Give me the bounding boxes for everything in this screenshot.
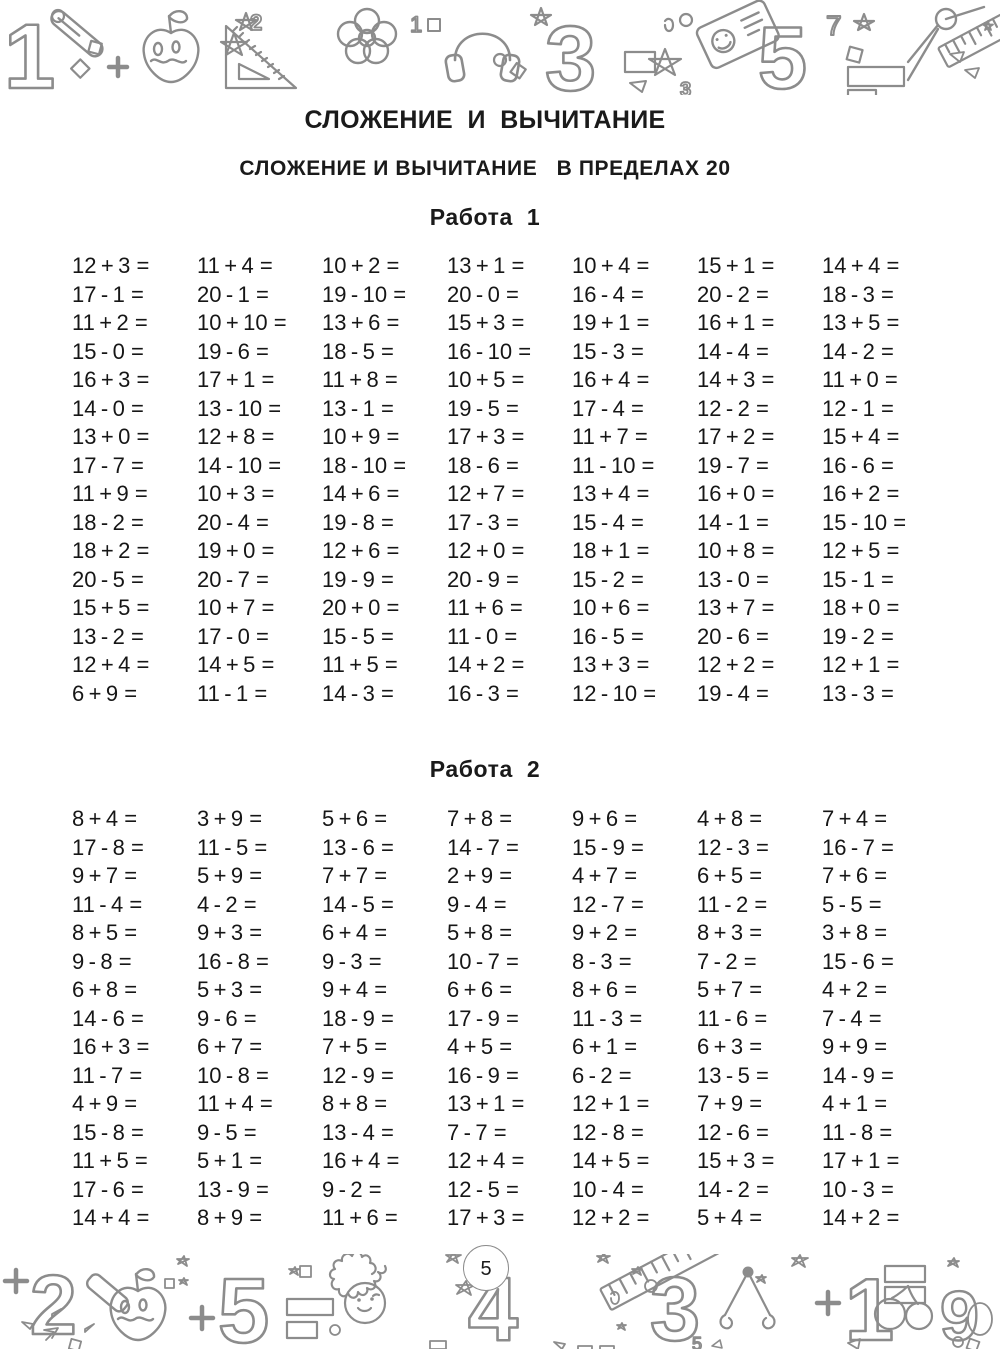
svg-text:9: 9 <box>940 1277 979 1349</box>
svg-text:5: 5 <box>218 1260 269 1349</box>
svg-text:7: 7 <box>826 10 842 41</box>
svg-text:1: 1 <box>410 12 422 37</box>
svg-text:5: 5 <box>758 8 807 95</box>
svg-text:1: 1 <box>4 6 55 95</box>
svg-text:3: 3 <box>680 79 691 95</box>
svg-text:5: 5 <box>692 1334 702 1349</box>
svg-text:1: 1 <box>845 1260 894 1349</box>
svg-text:3: 3 <box>545 8 596 95</box>
svg-text:2: 2 <box>250 10 262 35</box>
